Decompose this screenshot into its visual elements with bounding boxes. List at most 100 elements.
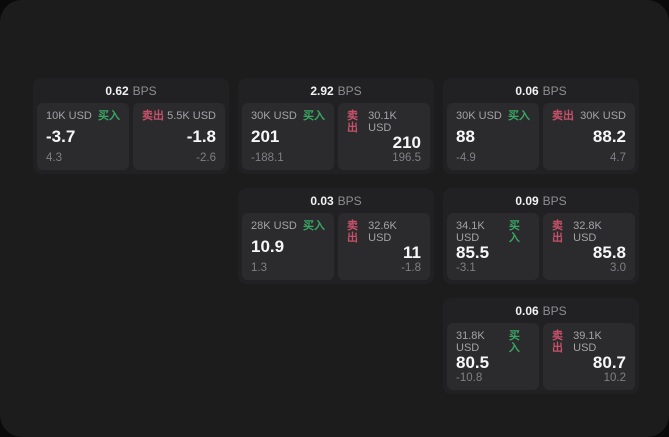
sell-value: 80.7 xyxy=(592,353,626,372)
bps-unit-label: BPS xyxy=(132,83,157,98)
sell-tile-header: 卖出 5.5K USD xyxy=(142,110,216,122)
sell-tile[interactable]: 卖出 30.1K USD 210 196.5 xyxy=(338,103,430,170)
bps-unit-label: BPS xyxy=(542,193,567,208)
sell-delta: -1.8 xyxy=(401,262,421,274)
buy-tile[interactable]: 31.8K USD 买入 80.5 -10.8 xyxy=(447,323,539,390)
sell-tile-header: 卖出 32.8K USD xyxy=(552,220,626,244)
sell-tile[interactable]: 卖出 5.5K USD -1.8 -2.6 xyxy=(133,103,225,170)
card-header: 0.03 BPS xyxy=(242,188,430,213)
buy-delta: -4.9 xyxy=(456,152,476,164)
buy-tile[interactable]: 10K USD 买入 -3.7 4.3 xyxy=(37,103,129,170)
buy-side-label: 买入 xyxy=(508,330,520,354)
bps-unit-label: BPS xyxy=(542,303,567,318)
buy-amount: 30K USD xyxy=(456,110,502,122)
sell-side-label: 卖出 xyxy=(552,110,574,122)
card-body: 31.8K USD 买入 80.5 -10.8 卖出 39.1K USD 80.… xyxy=(447,323,635,390)
sell-amount: 5.5K USD xyxy=(167,110,216,122)
buy-side-label: 买入 xyxy=(303,110,325,122)
sell-side-label: 卖出 xyxy=(347,110,358,134)
sell-amount: 39.1K USD xyxy=(573,330,602,354)
bps-value: 0.06 xyxy=(515,83,539,98)
sell-side-label: 卖出 xyxy=(552,220,563,244)
sell-tile[interactable]: 卖出 32.8K USD 85.8 3.0 xyxy=(543,213,635,280)
buy-tile-header: 30K USD 买入 xyxy=(251,110,325,122)
quote-card: 0.03 BPS 28K USD 买入 10.9 1.3 卖出 32.6K US… xyxy=(238,188,434,284)
buy-tile-header: 34.1K USD 买入 xyxy=(456,220,530,244)
buy-side-label: 买入 xyxy=(303,220,325,232)
sell-tile[interactable]: 卖出 39.1K USD 80.7 10.2 xyxy=(543,323,635,390)
quote-card: 0.62 BPS 10K USD 买入 -3.7 4.3 卖出 5.5K USD… xyxy=(33,78,229,174)
sell-delta: 3.0 xyxy=(610,262,626,274)
quote-card: 2.92 BPS 30K USD 买入 201 -188.1 卖出 30.1K … xyxy=(238,78,434,174)
buy-delta: -188.1 xyxy=(251,152,284,164)
bps-unit-label: BPS xyxy=(337,83,362,98)
sell-tile-header: 卖出 30.1K USD xyxy=(347,110,421,134)
bps-value: 0.03 xyxy=(310,193,334,208)
buy-side-label: 买入 xyxy=(508,110,530,122)
buy-tile-header: 10K USD 买入 xyxy=(46,110,120,122)
buy-tile-header: 30K USD 买入 xyxy=(456,110,530,122)
sell-value: 11 xyxy=(403,243,421,262)
sell-value: 88.2 xyxy=(592,127,626,146)
bps-value: 0.06 xyxy=(515,303,539,318)
card-body: 34.1K USD 买入 85.5 -3.1 卖出 32.8K USD 85.8… xyxy=(447,213,635,280)
quote-card: 0.06 BPS 31.8K USD 买入 80.5 -10.8 卖出 39.1… xyxy=(443,298,639,394)
buy-amount: 10K USD xyxy=(46,110,92,122)
card-header: 0.62 BPS xyxy=(37,78,225,103)
buy-side-label: 买入 xyxy=(98,110,120,122)
buy-value: 88 xyxy=(456,127,475,146)
buy-value: 80.5 xyxy=(456,353,490,372)
card-header: 2.92 BPS xyxy=(242,78,430,103)
sell-amount: 32.6K USD xyxy=(368,220,397,244)
sell-side-label: 卖出 xyxy=(347,220,358,244)
sell-value: 210 xyxy=(392,133,421,152)
card-grid: 0.62 BPS 10K USD 买入 -3.7 4.3 卖出 5.5K USD… xyxy=(33,78,639,394)
sell-value: 85.8 xyxy=(592,243,626,262)
sell-amount: 32.8K USD xyxy=(573,220,602,244)
sell-delta: 196.5 xyxy=(392,152,421,164)
sell-delta: -2.6 xyxy=(196,152,216,164)
sell-tile-header: 卖出 39.1K USD xyxy=(552,330,626,354)
buy-value: 85.5 xyxy=(456,243,490,262)
sell-value: -1.8 xyxy=(186,127,216,146)
quote-card: 0.09 BPS 34.1K USD 买入 85.5 -3.1 卖出 32.8K… xyxy=(443,188,639,284)
sell-amount: 30K USD xyxy=(580,110,626,122)
bps-value: 2.92 xyxy=(310,83,334,98)
bps-unit-label: BPS xyxy=(542,83,567,98)
card-body: 28K USD 买入 10.9 1.3 卖出 32.6K USD 11 -1.8 xyxy=(242,213,430,280)
sell-tile-header: 卖出 32.6K USD xyxy=(347,220,421,244)
buy-tile-header: 28K USD 买入 xyxy=(251,220,325,232)
buy-delta: -3.1 xyxy=(456,262,476,274)
card-body: 10K USD 买入 -3.7 4.3 卖出 5.5K USD -1.8 -2.… xyxy=(37,103,225,170)
buy-tile[interactable]: 34.1K USD 买入 85.5 -3.1 xyxy=(447,213,539,280)
buy-value: -3.7 xyxy=(46,127,76,146)
buy-tile[interactable]: 30K USD 买入 201 -188.1 xyxy=(242,103,334,170)
quote-card: 0.06 BPS 30K USD 买入 88 -4.9 卖出 30K USD 8… xyxy=(443,78,639,174)
buy-amount: 28K USD xyxy=(251,220,297,232)
sell-tile[interactable]: 卖出 30K USD 88.2 4.7 xyxy=(543,103,635,170)
card-header: 0.06 BPS xyxy=(447,78,635,103)
card-body: 30K USD 买入 201 -188.1 卖出 30.1K USD 210 1… xyxy=(242,103,430,170)
sell-side-label: 卖出 xyxy=(142,110,164,122)
sell-delta: 10.2 xyxy=(603,372,626,384)
buy-delta: 4.3 xyxy=(46,152,62,164)
buy-amount: 31.8K USD xyxy=(456,330,485,354)
sell-side-label: 卖出 xyxy=(552,330,563,354)
buy-value: 201 xyxy=(251,127,280,146)
sell-amount: 30.1K USD xyxy=(368,110,397,134)
card-header: 0.06 BPS xyxy=(447,298,635,323)
bps-unit-label: BPS xyxy=(337,193,362,208)
buy-tile[interactable]: 30K USD 买入 88 -4.9 xyxy=(447,103,539,170)
buy-tile[interactable]: 28K USD 买入 10.9 1.3 xyxy=(242,213,334,280)
card-body: 30K USD 买入 88 -4.9 卖出 30K USD 88.2 4.7 xyxy=(447,103,635,170)
buy-tile-header: 31.8K USD 买入 xyxy=(456,330,530,354)
sell-tile[interactable]: 卖出 32.6K USD 11 -1.8 xyxy=(338,213,430,280)
buy-side-label: 买入 xyxy=(508,220,520,244)
buy-amount: 34.1K USD xyxy=(456,220,485,244)
buy-delta: -10.8 xyxy=(456,372,483,384)
sell-delta: 4.7 xyxy=(610,152,626,164)
sell-tile-header: 卖出 30K USD xyxy=(552,110,626,122)
card-header: 0.09 BPS xyxy=(447,188,635,213)
bps-value: 0.62 xyxy=(105,83,129,98)
